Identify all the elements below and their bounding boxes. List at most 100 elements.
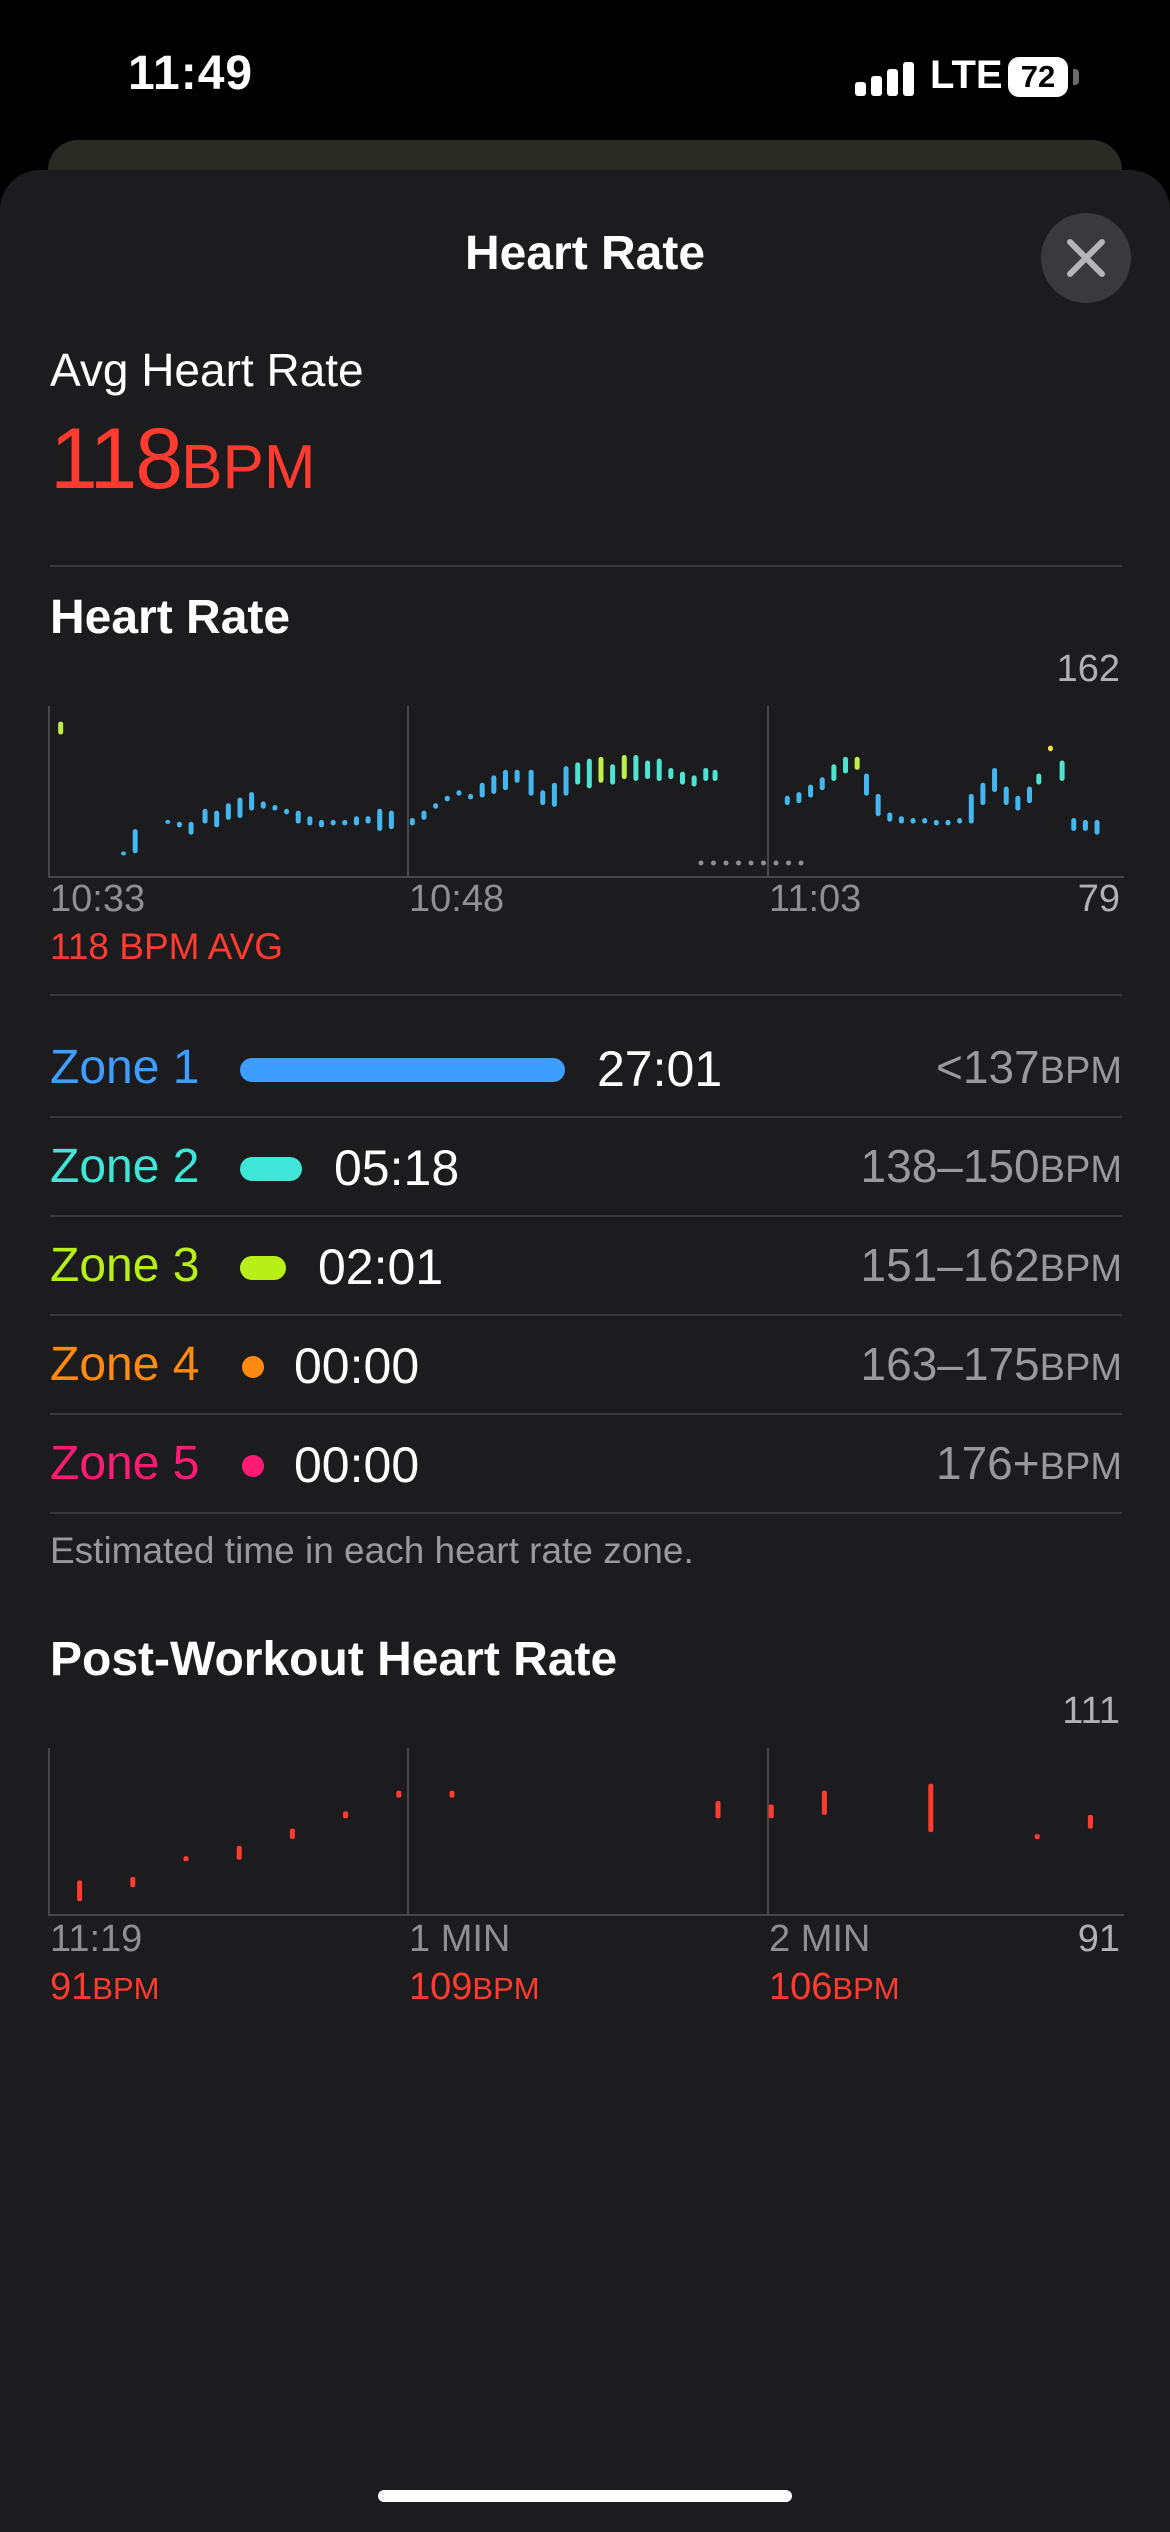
heart-rate-bar bbox=[353, 816, 359, 826]
heart-rate-bar bbox=[1036, 773, 1042, 785]
post-workout-chart-svg bbox=[48, 1748, 1124, 1916]
close-button[interactable] bbox=[1041, 213, 1131, 303]
heart-rate-bar bbox=[910, 818, 916, 824]
heart-rate-bar bbox=[656, 758, 662, 781]
post-workout-bar bbox=[183, 1856, 189, 1862]
pause-dot bbox=[761, 860, 766, 866]
heart-rate-bar bbox=[551, 782, 557, 807]
heart-rate-bar bbox=[176, 821, 182, 828]
post-workout-section-title: Post-Workout Heart Rate bbox=[50, 1633, 618, 1686]
zone-name: Zone 1 bbox=[50, 1041, 200, 1094]
zone-time: 00:00 bbox=[294, 1338, 420, 1394]
post-workout-bar bbox=[130, 1876, 136, 1888]
zone-range-unit: BPM bbox=[1039, 1050, 1122, 1092]
post-workout-chart bbox=[48, 1748, 1124, 1916]
heart-rate-bar bbox=[957, 818, 963, 824]
zone-range: 163–175BPM bbox=[861, 1337, 1122, 1391]
heart-rate-bar bbox=[887, 812, 893, 822]
heart-rate-bar bbox=[898, 816, 904, 824]
zone-row: Zone 1 27:01 <137BPM bbox=[50, 1020, 1122, 1118]
zone-divider bbox=[50, 1413, 1122, 1415]
divider bbox=[50, 565, 1122, 567]
heart-rate-bar bbox=[491, 775, 497, 794]
zone-range: 176+BPM bbox=[936, 1436, 1122, 1490]
zone-range: 138–150BPM bbox=[861, 1139, 1122, 1193]
heart-rate-bar bbox=[863, 773, 869, 796]
post-reading-2-value: 106 bbox=[769, 1966, 833, 2008]
status-bar: 11:49 LTE 72 bbox=[0, 0, 1170, 150]
zone-bar bbox=[240, 1157, 302, 1181]
heart-rate-bar bbox=[1082, 819, 1088, 832]
heart-rate-bar bbox=[633, 754, 639, 781]
heart-rate-bar bbox=[831, 764, 837, 781]
divider bbox=[50, 994, 1122, 996]
heart-rate-bar bbox=[409, 818, 415, 826]
heart-rate-bar bbox=[295, 810, 301, 824]
heart-rate-bar bbox=[388, 810, 394, 830]
heart-rate-bar bbox=[479, 782, 485, 798]
heart-rate-bar bbox=[225, 803, 231, 820]
heart-rate-bar bbox=[132, 829, 138, 854]
heart-rate-chart bbox=[48, 706, 1124, 878]
heart-rate-bar bbox=[121, 851, 127, 856]
heart-rate-bar bbox=[586, 758, 592, 789]
heart-rate-bar bbox=[514, 769, 520, 783]
heart-rate-bar bbox=[202, 808, 208, 824]
heart-rate-bar bbox=[598, 756, 604, 783]
zone-bar bbox=[240, 1058, 565, 1082]
post-reading-1-value: 109 bbox=[409, 1966, 473, 2008]
heart-rate-bar bbox=[237, 797, 243, 819]
zone-row: Zone 4 00:00 163–175BPM bbox=[50, 1317, 1122, 1415]
cellular-signal-icon bbox=[855, 60, 915, 96]
heart-rate-bar bbox=[968, 793, 974, 824]
heart-rate-section-title: Heart Rate bbox=[50, 591, 291, 644]
post-chart-ymax: 111 bbox=[1062, 1690, 1120, 1732]
heart-rate-bar bbox=[992, 767, 998, 793]
post-workout-bar bbox=[343, 1811, 349, 1819]
heart-rate-bar bbox=[444, 795, 450, 802]
close-icon bbox=[1067, 239, 1105, 277]
network-type: LTE bbox=[930, 53, 1003, 97]
zone-row: Zone 3 02:01 151–162BPM bbox=[50, 1218, 1122, 1316]
heart-rate-bar bbox=[980, 782, 986, 806]
heart-rate-bar bbox=[1071, 818, 1077, 832]
heart-rate-bar bbox=[1059, 760, 1065, 781]
post-workout-bar bbox=[289, 1828, 295, 1839]
zone-divider bbox=[50, 1314, 1122, 1316]
post-reading-0: 91BPM bbox=[50, 1966, 159, 2009]
heart-rate-bar bbox=[922, 818, 928, 824]
zones-note: Estimated time in each heart rate zone. bbox=[50, 1530, 694, 1571]
avg-heart-rate-number: 118 bbox=[50, 411, 183, 507]
heart-rate-bar bbox=[854, 756, 860, 770]
zone-range: <137BPM bbox=[936, 1040, 1122, 1094]
zone-name: Zone 3 bbox=[50, 1239, 200, 1292]
post-reading-0-value: 91 bbox=[50, 1966, 93, 2008]
heart-rate-bar bbox=[796, 792, 802, 804]
post-workout-bar bbox=[821, 1790, 827, 1815]
heart-rate-bar bbox=[843, 756, 849, 774]
zone-range: 151–162BPM bbox=[861, 1238, 1122, 1292]
hr-x-tick-0: 10:33 bbox=[50, 878, 146, 920]
heart-rate-bar bbox=[563, 766, 569, 796]
post-workout-bar bbox=[928, 1783, 934, 1833]
hr-chart-ymax: 162 bbox=[1056, 648, 1120, 690]
post-x-tick-1: 1 MIN bbox=[409, 1918, 511, 1960]
heart-rate-bar bbox=[712, 769, 718, 781]
hr-avg-note: 118 BPM AVG bbox=[50, 926, 284, 967]
zone-range-value: 176+ bbox=[936, 1437, 1040, 1489]
zone-row: Zone 5 00:00 176+BPM bbox=[50, 1416, 1122, 1514]
zone-name: Zone 2 bbox=[50, 1140, 200, 1193]
heart-rate-bar bbox=[58, 721, 64, 735]
pause-dot bbox=[773, 860, 779, 866]
heart-rate-bar bbox=[668, 767, 674, 780]
post-chart-ymin: 91 bbox=[1077, 1918, 1120, 1960]
modal-sheet bbox=[0, 170, 1170, 2532]
avg-heart-rate-unit: BPM bbox=[181, 433, 316, 502]
heart-rate-bar bbox=[645, 760, 651, 780]
pause-dot bbox=[798, 860, 804, 866]
home-indicator[interactable] bbox=[378, 2490, 792, 2502]
heart-rate-bar bbox=[468, 793, 474, 800]
heart-rate-bar bbox=[284, 808, 290, 815]
status-time: 11:49 bbox=[128, 47, 254, 100]
post-workout-bar bbox=[1034, 1834, 1040, 1840]
